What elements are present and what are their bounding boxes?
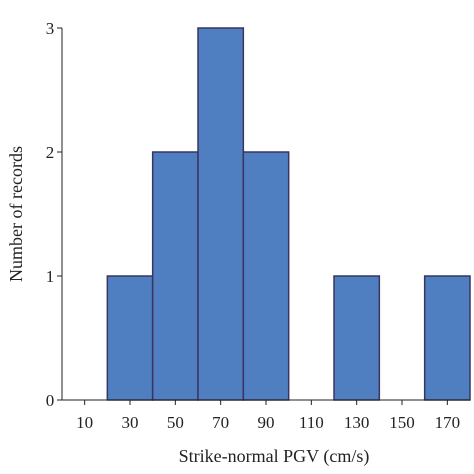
y-tick-label: 1 bbox=[46, 267, 55, 286]
y-tick-label: 3 bbox=[46, 19, 55, 38]
x-tick-label: 130 bbox=[344, 413, 370, 432]
x-tick-label: 110 bbox=[299, 413, 324, 432]
bar-30 bbox=[106, 275, 154, 401]
y-axis-ticks: 0 1 2 3 bbox=[46, 19, 62, 410]
x-tick-label: 70 bbox=[212, 413, 229, 432]
x-tick-label: 50 bbox=[167, 413, 184, 432]
y-tick-label: 2 bbox=[46, 143, 55, 162]
bar-170 bbox=[423, 275, 471, 401]
bar-130 bbox=[333, 275, 381, 401]
bar-50 bbox=[151, 151, 199, 401]
bar-70 bbox=[197, 27, 245, 401]
x-tick-label: 90 bbox=[258, 413, 275, 432]
x-tick-label: 10 bbox=[76, 413, 93, 432]
x-tick-label: 150 bbox=[389, 413, 415, 432]
y-tick-label: 0 bbox=[46, 391, 55, 410]
x-axis-ticks: 10 30 50 70 90 110 130 150 170 bbox=[76, 400, 460, 432]
bars-group bbox=[106, 27, 471, 401]
bar-90 bbox=[242, 151, 290, 401]
y-axis-title: Number of records bbox=[6, 146, 26, 282]
x-axis-title: Strike-normal PGV (cm/s) bbox=[179, 446, 370, 467]
x-tick-label: 30 bbox=[122, 413, 139, 432]
x-tick-label: 170 bbox=[435, 413, 461, 432]
